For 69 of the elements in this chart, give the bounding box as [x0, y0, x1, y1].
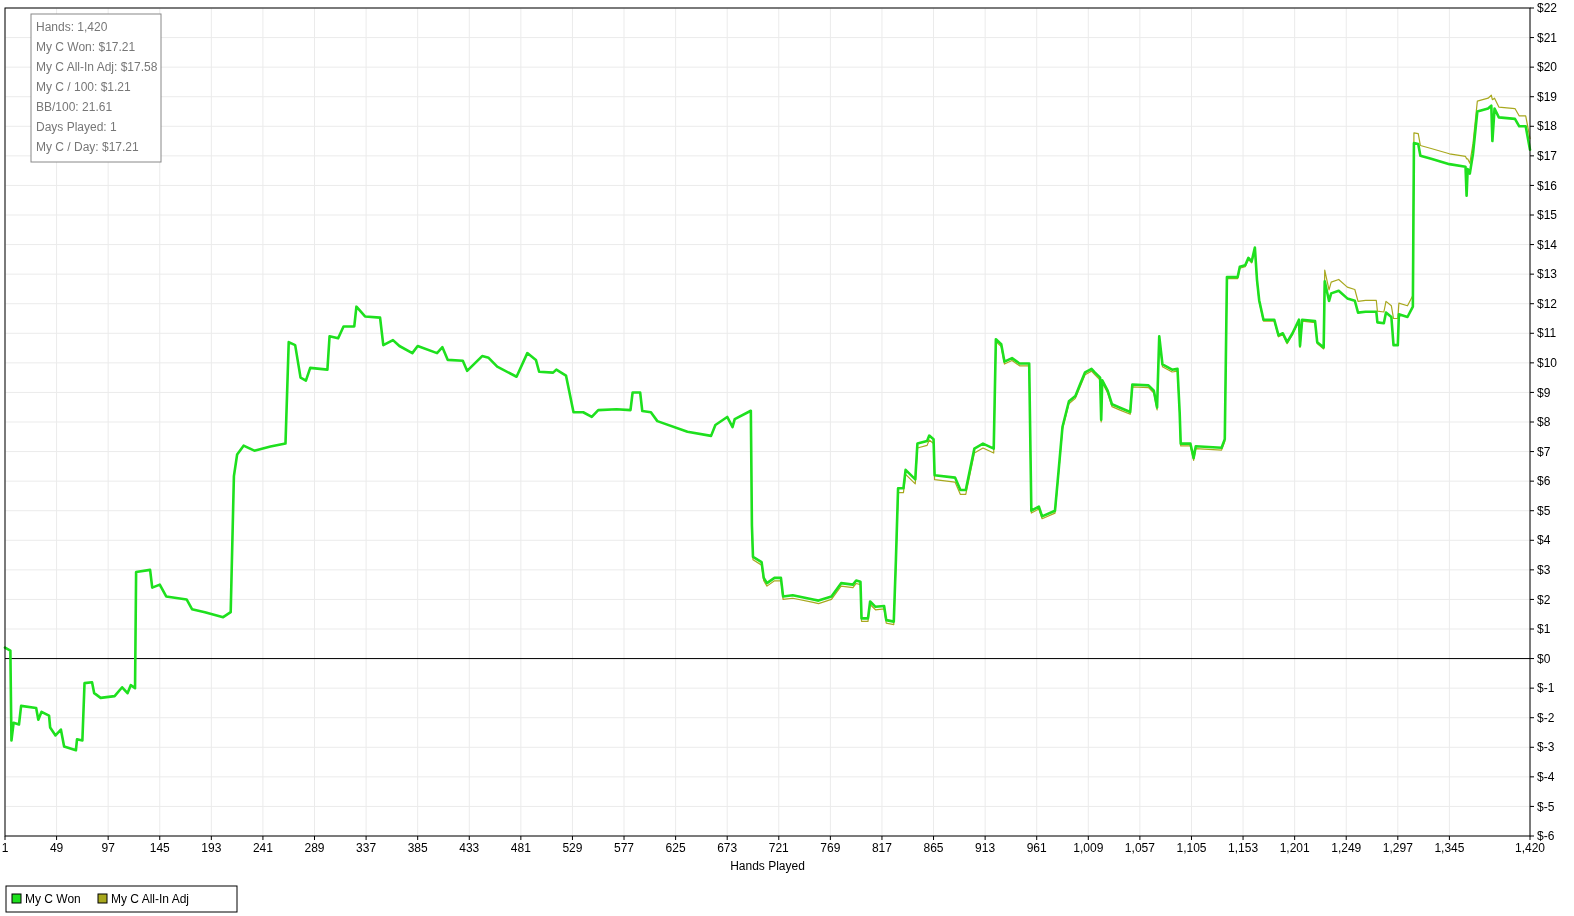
x-tick-label: 1: [1, 841, 9, 855]
y-tick-label: $-2: [1537, 710, 1555, 725]
x-tick-label: 673: [717, 841, 738, 855]
x-tick-label: 289: [304, 841, 325, 855]
x-tick-label: 193: [201, 841, 222, 855]
y-tick-label: $5: [1537, 503, 1551, 518]
annotation: Days Played: 1: [36, 120, 118, 134]
y-tick-label: $15: [1537, 208, 1558, 223]
y-tick-label: $12: [1537, 296, 1558, 311]
y-tick-label: $22: [1537, 1, 1558, 16]
y-tick-label: $16: [1537, 178, 1558, 193]
x-tick-label: 1,297: [1382, 841, 1414, 855]
y-tick-label: $20: [1537, 60, 1558, 75]
x-tick-label: 577: [614, 841, 635, 855]
annotation: Hands: 1,420: [36, 20, 108, 34]
x-tick-label: 337: [356, 841, 377, 855]
y-tick-label: $8: [1537, 415, 1551, 430]
x-tick-label: 961: [1026, 841, 1048, 855]
x-tick-label: 241: [252, 841, 274, 855]
x-tick-label: 49: [49, 841, 64, 855]
x-tick-label: 1,420: [1514, 841, 1546, 855]
y-tick-label: $19: [1537, 89, 1558, 104]
y-tick-label: $2: [1537, 592, 1551, 607]
y-tick-label: $13: [1537, 267, 1558, 282]
y-tick-label: $9: [1537, 385, 1551, 400]
x-tick-label: 865: [923, 841, 944, 855]
x-tick-label: 97: [101, 841, 116, 855]
x-tick-label: 1,009: [1073, 841, 1104, 855]
y-tick-label: $0: [1537, 651, 1551, 666]
legend-label: My C All-In Adj: [111, 892, 190, 906]
x-tick-label: 1,249: [1331, 841, 1362, 855]
y-tick-label: $11: [1537, 326, 1557, 341]
y-tick-label: $6: [1537, 474, 1551, 489]
x-tick-label: 1,057: [1124, 841, 1156, 855]
y-tick-label: $17: [1537, 149, 1558, 164]
y-tick-label: $7: [1537, 444, 1551, 459]
annotation: BB/100: 21.61: [36, 100, 113, 114]
x-tick-label: 481: [510, 841, 532, 855]
x-tick-label: 145: [149, 841, 171, 855]
legend-label: My C Won: [25, 892, 81, 906]
y-tick-label: $-5: [1537, 799, 1555, 814]
x-tick-label: 1,345: [1434, 841, 1465, 855]
annotation: My C All-In Adj: $17.58: [36, 60, 158, 74]
annotation: My C / 100: $1.21: [36, 80, 132, 94]
x-tick-label: 529: [562, 841, 583, 855]
y-tick-label: $4: [1537, 533, 1551, 548]
x-tick-label: 385: [407, 841, 429, 855]
y-tick-label: $14: [1537, 237, 1558, 252]
y-tick-label: $21: [1537, 30, 1558, 45]
x-tick-label: 625: [665, 841, 686, 855]
x-axis-title: Hands Played: [730, 859, 805, 873]
x-tick-label: 1,105: [1176, 841, 1207, 855]
x-tick-label: 769: [820, 841, 841, 855]
y-tick-label: $1: [1537, 622, 1551, 637]
x-tick-label: 1,201: [1279, 841, 1310, 855]
x-tick-label: 433: [459, 841, 480, 855]
y-tick-label: $-4: [1537, 770, 1555, 785]
y-tick-label: $-1: [1537, 681, 1555, 696]
x-tick-label: 913: [975, 841, 996, 855]
x-tick-label: 817: [871, 841, 893, 855]
x-tick-label: 721: [768, 841, 790, 855]
y-tick-label: $3: [1537, 563, 1551, 578]
annotation: My C / Day: $17.21: [36, 140, 140, 154]
annotation: My C Won: $17.21: [36, 40, 136, 54]
y-tick-label: $-3: [1537, 740, 1555, 755]
y-tick-label: $18: [1537, 119, 1558, 134]
x-tick-label: 1,153: [1228, 841, 1259, 855]
y-tick-label: $-6: [1537, 829, 1555, 844]
y-tick-label: $10: [1537, 356, 1558, 371]
